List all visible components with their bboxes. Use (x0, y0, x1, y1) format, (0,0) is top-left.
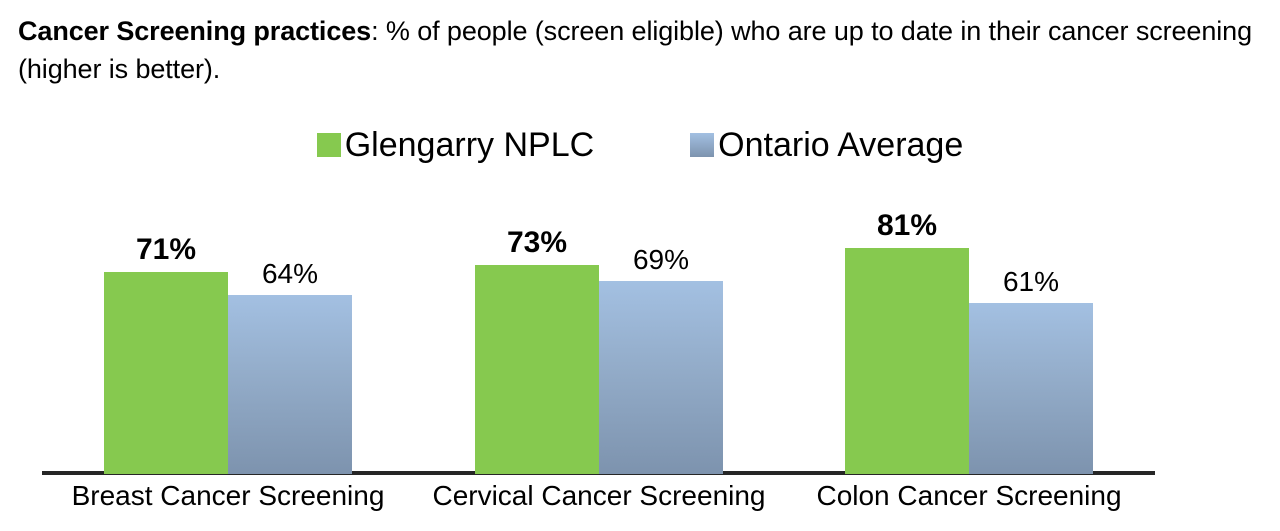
bar-value-label-ontario-average-colon: 61% (1002, 266, 1060, 297)
bar-ontario-average-colon (969, 303, 1093, 474)
legend-swatch-icon-ontario-average (690, 133, 715, 157)
bar-glengarry-nplc-cervical (475, 265, 599, 474)
legend-label-ontario-average: Ontario Average (718, 126, 964, 164)
page-title-rest: : % of people (screen eligible) who are … (18, 16, 1252, 85)
x-axis-label-cervical-cancer-screening: Cervical Cancer Screening (432, 480, 766, 511)
bar-value-label-ontario-average-cervical: 69% (632, 244, 690, 275)
page-title-strong: Cancer Screening practices (18, 16, 372, 46)
x-axis-label-breast-cancer-screening: Breast Cancer Screening (71, 480, 385, 511)
bar-glengarry-nplc-colon (845, 248, 969, 474)
bar-value-label-glengarry-nplc-cervical: 73% (506, 226, 568, 259)
x-axis-category-labels: Breast Cancer Screening Cervical Cancer … (0, 482, 1280, 527)
bar-ontario-average-cervical (599, 281, 723, 474)
legend-swatch-icon-glengarry-nplc (316, 133, 341, 157)
legend-label-glengarry-nplc: Glengarry NPLC (344, 126, 595, 164)
page-title: Cancer Screening practices: % of people … (18, 12, 1268, 89)
legend-item-ontario-average[interactable]: Ontario Average (690, 128, 963, 162)
x-axis-label-colon-cancer-screening: Colon Cancer Screening (816, 480, 1122, 511)
bar-ontario-average-breast (228, 295, 352, 474)
x-axis-line (42, 471, 1155, 475)
legend-item-glengarry-nplc[interactable]: Glengarry NPLC (316, 126, 595, 164)
bar-value-label-ontario-average-breast: 64% (261, 258, 319, 289)
chart-legend: Glengarry NPLC Ontario Average (0, 128, 1280, 162)
bar-value-label-glengarry-nplc-breast: 71% (135, 233, 197, 266)
bar-value-label-glengarry-nplc-colon: 81% (876, 209, 938, 242)
bar-glengarry-nplc-breast (104, 272, 228, 474)
